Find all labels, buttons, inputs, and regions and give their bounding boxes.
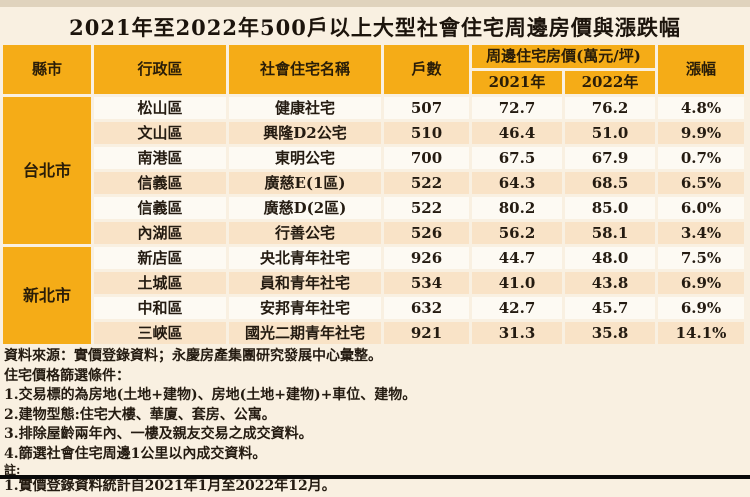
cell-change: 14.1%: [658, 322, 744, 344]
cell-price-2022: 51.0: [565, 122, 655, 144]
cell-district: 土城區: [94, 272, 226, 294]
cell-units: 921: [384, 322, 469, 344]
cell-price-2022: 35.8: [565, 322, 655, 344]
header-year-2022: 2022年: [565, 71, 655, 94]
cell-units: 534: [384, 272, 469, 294]
footnote-criteria-2: 2.建物型態:住宅大樓、華廈、套房、公寓。: [4, 406, 276, 423]
cell-price-2021: 44.7: [472, 247, 562, 269]
cell-change: 6.9%: [658, 272, 744, 294]
cell-housing-name: 興隆D2公宅: [229, 122, 381, 144]
cell-price-2021: 80.2: [472, 197, 562, 219]
header-year-2021: 2021年: [472, 71, 562, 94]
cell-district: 內湖區: [94, 222, 226, 244]
cell-change: 4.8%: [658, 97, 744, 119]
cell-price-2021: 56.2: [472, 222, 562, 244]
cell-district: 文山區: [94, 122, 226, 144]
cell-units: 522: [384, 172, 469, 194]
cell-housing-name: 東明公宅: [229, 147, 381, 169]
footnote-note-1: 1.實價登錄資料統計自2021年1月至2022年12月。: [4, 478, 336, 494]
cell-price-2021: 67.5: [472, 147, 562, 169]
cell-district: 信義區: [94, 172, 226, 194]
cell-price-2021: 42.7: [472, 297, 562, 319]
cell-district: 新店區: [94, 247, 226, 269]
header-price-group: 周邊住宅房價(萬元/坪): [472, 45, 655, 68]
cell-district: 中和區: [94, 297, 226, 319]
cell-price-2022: 67.9: [565, 147, 655, 169]
cell-units: 526: [384, 222, 469, 244]
page-title: 2021年至2022年500戶以上大型社會住宅周邊房價與漲跌幅: [69, 15, 681, 40]
cell-district: 信義區: [94, 197, 226, 219]
cell-price-2021: 41.0: [472, 272, 562, 294]
cell-housing-name: 行善公宅: [229, 222, 381, 244]
cell-price-2022: 48.0: [565, 247, 655, 269]
cell-price-2022: 68.5: [565, 172, 655, 194]
cell-change: 6.9%: [658, 297, 744, 319]
footnote-criteria-3: 3.排除屋齡兩年內、一樓及親友交易之成交資料。: [4, 426, 313, 442]
county-cell-taipei: 台北市: [3, 97, 91, 244]
cell-change: 3.4%: [658, 222, 744, 244]
cell-units: 632: [384, 297, 469, 319]
header-change: 漲幅: [658, 45, 744, 94]
cell-housing-name: 員和青年社宅: [229, 272, 381, 294]
cell-price-2022: 58.1: [565, 222, 655, 244]
cell-change: 7.5%: [658, 247, 744, 269]
footnote-note-head: 註:: [4, 463, 21, 477]
cell-district: 南港區: [94, 147, 226, 169]
bottom-bar: [0, 475, 750, 479]
top-strip: [0, 0, 750, 7]
cell-change: 9.9%: [658, 122, 744, 144]
cell-units: 522: [384, 197, 469, 219]
cell-housing-name: 廣慈D(2區): [229, 197, 381, 219]
cell-price-2021: 64.3: [472, 172, 562, 194]
header-units: 戶數: [384, 45, 469, 94]
cell-district: 三峽區: [94, 322, 226, 344]
cell-change: 6.5%: [658, 172, 744, 194]
housing-price-table: 縣市 行政區 社會住宅名稱 戶數 周邊住宅房價(萬元/坪) 2021年 2022…: [3, 45, 744, 344]
header-county: 縣市: [3, 45, 91, 94]
cell-price-2022: 45.7: [565, 297, 655, 319]
cell-price-2021: 72.7: [472, 97, 562, 119]
cell-housing-name: 健康社宅: [229, 97, 381, 119]
cell-units: 700: [384, 147, 469, 169]
cell-price-2021: 46.4: [472, 122, 562, 144]
cell-housing-name: 廣慈E(1區): [229, 172, 381, 194]
cell-price-2022: 43.8: [565, 272, 655, 294]
cell-change: 6.0%: [658, 197, 744, 219]
cell-housing-name: 安邦青年社宅: [229, 297, 381, 319]
cell-units: 510: [384, 122, 469, 144]
cell-housing-name: 央北青年社宅: [229, 247, 381, 269]
cell-district: 松山區: [94, 97, 226, 119]
cell-housing-name: 國光二期青年社宅: [229, 322, 381, 344]
footnote-criteria-1: 1.交易標的為房地(土地+建物)、房地(土地+建物)+車位、建物。: [4, 387, 417, 403]
cell-units: 507: [384, 97, 469, 119]
header-housing-name: 社會住宅名稱: [229, 45, 381, 94]
cell-change: 0.7%: [658, 147, 744, 169]
header-district: 行政區: [94, 45, 226, 94]
cell-units: 926: [384, 247, 469, 269]
footnote-source: 資料來源：實價登錄資料；永慶房產集團研究發展中心彙整。: [4, 348, 382, 364]
cell-price-2022: 85.0: [565, 197, 655, 219]
cell-price-2022: 76.2: [565, 97, 655, 119]
footnote-criteria-head: 住宅價格篩選條件：: [4, 367, 130, 384]
county-cell-new-taipei: 新北市: [3, 247, 91, 344]
cell-price-2021: 31.3: [472, 322, 562, 344]
footnote-criteria-4: 4.篩選社會住宅周邊1公里以內成交資料。: [4, 445, 267, 462]
